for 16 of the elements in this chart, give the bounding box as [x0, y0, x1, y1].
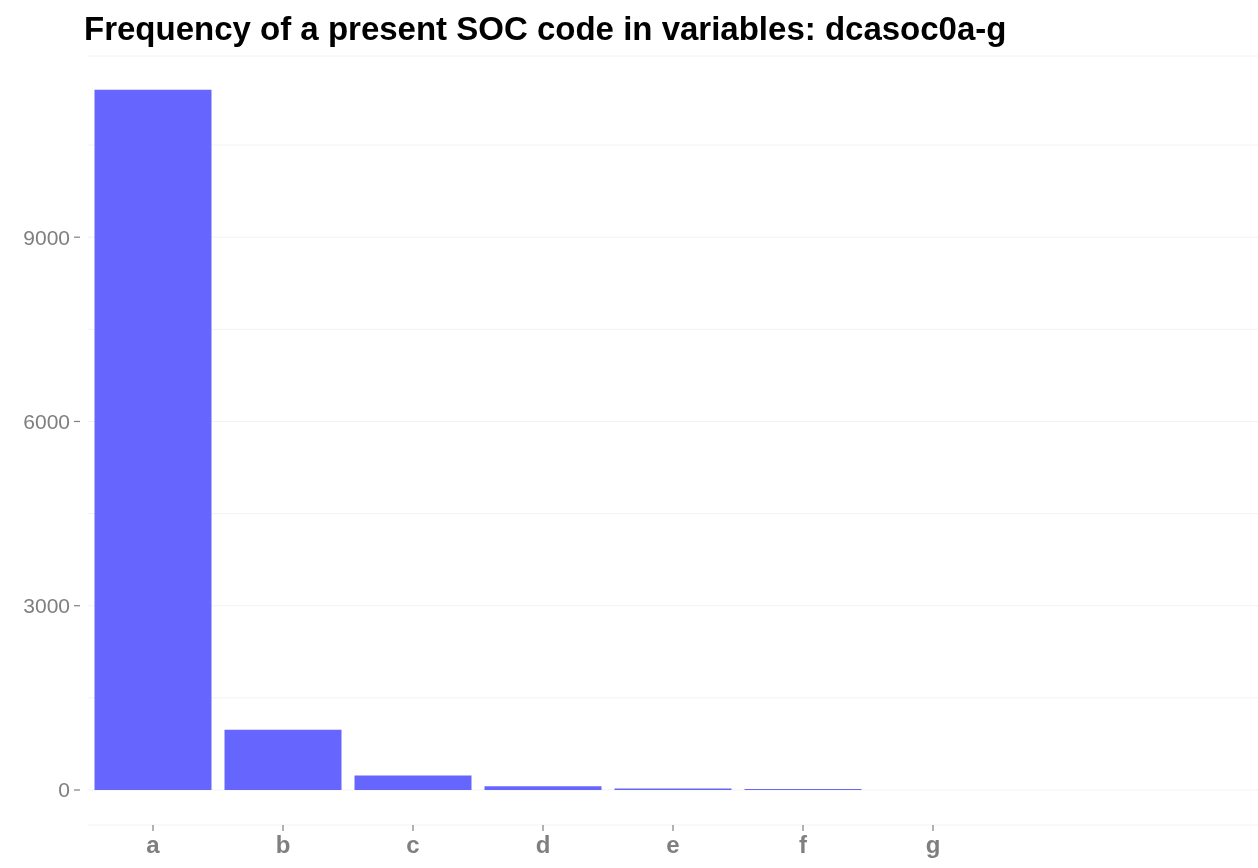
y-tick-label: 0 [58, 778, 70, 802]
x-tick-label: e [666, 831, 680, 858]
bar [484, 786, 602, 790]
chart-title: Frequency of a present SOC code in variables: dcasoc0a-g [84, 10, 1007, 48]
y-tick-label: 9000 [23, 225, 70, 249]
x-tick-label: g [925, 831, 941, 858]
y-tick-label: 3000 [23, 594, 70, 618]
bar [354, 775, 472, 790]
x-tick-label: a [146, 831, 161, 858]
x-tick-label: d [535, 831, 551, 858]
x-tick-label: f [799, 831, 808, 858]
bar [224, 729, 342, 790]
x-tick-label: c [406, 831, 420, 858]
x-tick-label: b [275, 831, 291, 858]
bar [94, 89, 212, 790]
y-tick-label: 6000 [23, 409, 70, 433]
